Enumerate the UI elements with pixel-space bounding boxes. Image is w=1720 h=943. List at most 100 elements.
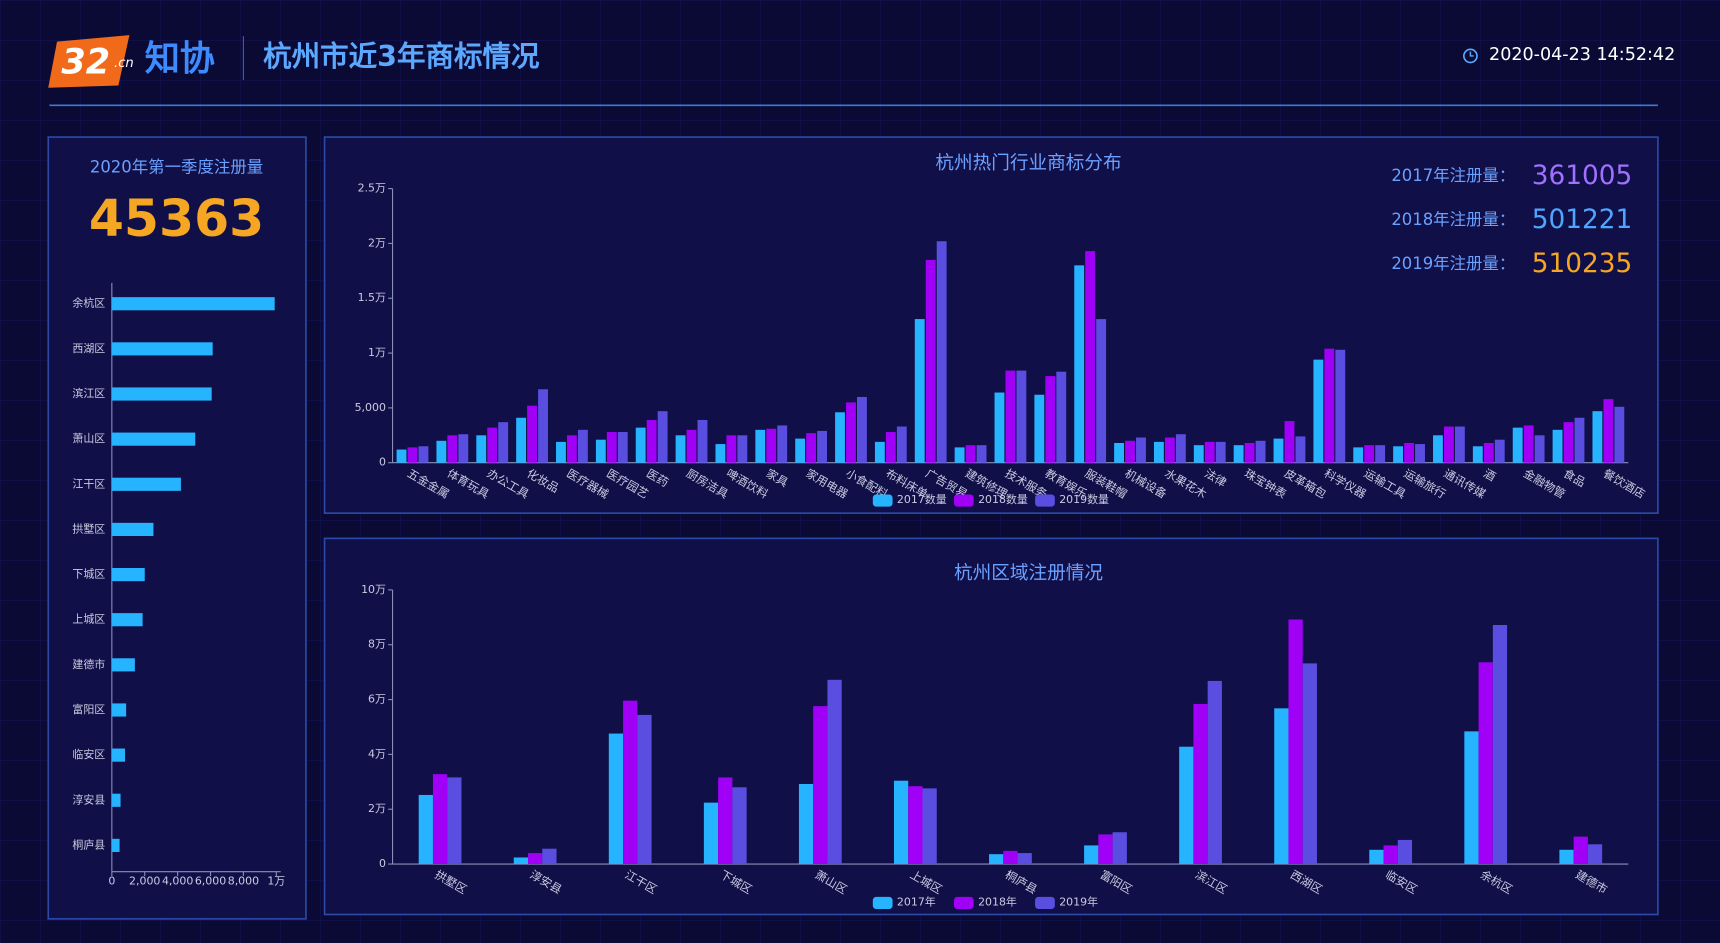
y-tick-label: 1万 [368,346,386,359]
bar [111,522,154,537]
bar [111,838,120,852]
bar [766,428,777,463]
bar [846,402,856,463]
bar [1005,370,1016,463]
y-tick-label: 桐庐县 [72,837,105,851]
bar [1592,411,1603,463]
bar [697,419,708,463]
bar [1404,442,1414,463]
bar [1098,834,1113,865]
bar [1534,435,1545,463]
logo-name: 知协 [145,38,215,79]
bar [1587,844,1603,865]
summary-title: 2020年第一季度注册量 [90,157,263,176]
bar [623,700,638,865]
bar [436,440,447,463]
bar [1084,845,1099,865]
legend-label: 2019数量 [1059,493,1109,506]
summary-total: 45363 [89,189,264,248]
legend-swatch [953,494,974,507]
bar [1164,437,1175,463]
bar [111,748,126,762]
bar [1603,399,1614,463]
bar [608,733,624,865]
bar [1574,417,1585,463]
bar [703,802,719,865]
legend-label: 2018年 [978,894,1017,908]
bar [1034,394,1045,463]
bar [606,432,617,463]
bar [1375,445,1386,463]
bar [1369,849,1384,865]
legend-label: 2018数量 [978,493,1028,506]
bar [777,425,788,463]
bar [637,714,652,865]
x-tick-label: 2,000 [129,875,160,888]
bar [556,441,566,463]
bar [111,297,275,311]
bar [1335,349,1346,463]
bar [922,788,937,865]
bar [1295,436,1306,463]
bar [447,435,458,463]
bar [577,429,588,463]
bar [1433,435,1443,463]
bar [538,389,548,463]
bar [1274,708,1289,865]
bar [476,435,487,463]
bar [1364,445,1375,463]
bar [925,259,936,463]
bar [885,432,896,463]
bar [1244,442,1255,463]
bar [732,787,747,865]
bar [111,477,181,491]
bar [111,567,145,582]
kpi-label: 2017年注册量： [1391,166,1515,185]
bar [1017,853,1032,865]
y-tick-label: 萧山区 [72,432,105,445]
bar [857,396,867,463]
bar [893,780,909,865]
legend-label: 2017数量 [897,493,947,506]
bar [874,441,885,463]
bar [1215,441,1226,463]
y-tick-label: 1.5万 [358,291,386,304]
x-tick-label: 0 [108,875,115,888]
y-tick-label: 2万 [368,236,386,249]
bar [1512,427,1523,463]
y-tick-label: 富阳区 [72,702,105,716]
bar [726,435,737,463]
bar [617,432,628,463]
kpi-value: 510235 [1532,249,1632,279]
bar [1523,425,1534,463]
bar [1492,625,1508,865]
bar [936,241,947,463]
bar [566,435,577,463]
bar [1483,442,1494,463]
bar [1614,406,1625,463]
bar [813,706,828,865]
bar [646,419,657,463]
kpi-label: 2018年注册量： [1391,210,1515,229]
bar [1472,446,1483,463]
bar [396,449,407,463]
content: 32 .cn 知协 杭州市近3年商标情况 2020-04-23 14:52:42… [47,35,1675,920]
bar [111,658,135,672]
bar [1464,731,1479,865]
bar [432,774,448,865]
bar [1096,319,1107,463]
bar [1136,437,1146,463]
bar [1353,447,1364,463]
y-tick-label: 下城区 [72,568,105,581]
bar [407,447,418,463]
datetime: 2020-04-23 14:52:42 [1489,45,1675,65]
y-tick-label: 江干区 [72,477,105,490]
y-tick-label: 建德市 [72,657,105,671]
bar [817,430,828,463]
logo-domain: .cn [114,56,134,71]
bar [498,422,509,463]
bar [1454,426,1465,463]
bar [1056,371,1067,463]
y-tick-label: 西湖区 [72,342,105,355]
